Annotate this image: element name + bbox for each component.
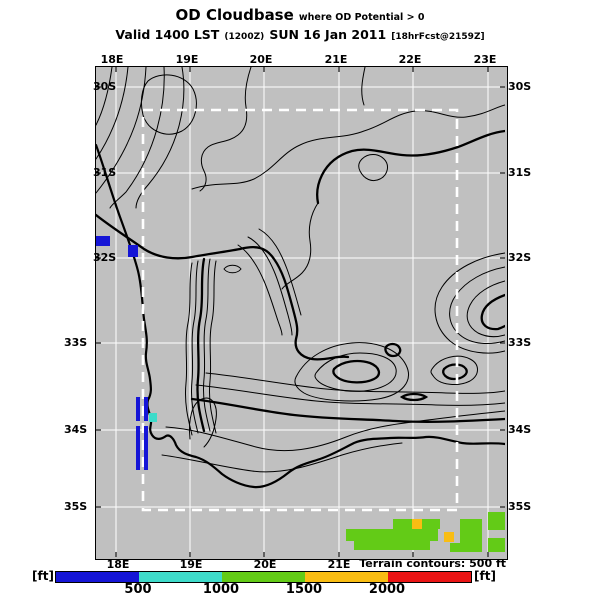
cloudbase-cell-green [460,519,482,552]
axis-label-left-30s: 30S [93,80,117,93]
colorbar-segment-orange [305,572,388,582]
cloudbase-cell-green [488,538,505,552]
colorbar-tick-2000: 2000 [368,582,406,597]
axis-label-right-33s: 33S [508,336,532,349]
axis-label-top-23e: 23E [473,53,497,66]
contour-lines-thin [96,67,505,473]
valid-time-row: Valid 1400 LST (1200Z) SUN 16 Jan 2011 [… [0,24,600,43]
frame-ticks [96,67,505,557]
cloudbase-cell-green [488,512,505,530]
map-panel [95,66,508,560]
axis-label-bottom-20e: 20E [253,558,277,571]
page-title: OD Cloudbase [175,6,294,24]
title-row: OD Cloudbase where OD Potential > 0 [0,5,600,24]
cloudbase-cells [96,236,505,552]
cloudbase-cell-blue [136,426,140,470]
axis-label-bottom-21e: 21E [327,558,351,571]
graticule-grid [96,67,505,557]
cloudbase-cell-blue [136,397,140,421]
cloudbase-cell-green [393,519,412,529]
axis-label-top-20e: 20E [249,53,273,66]
coastline [96,143,505,489]
axis-label-top-19e: 19E [175,53,199,66]
axis-label-top-18e: 18E [100,53,124,66]
cloudbase-cell-green [354,541,430,550]
forecast-info-label: [18hrFcst@2159Z] [391,32,485,42]
colorbar-segment-red [388,572,471,582]
colorbar-tick-1000: 1000 [202,582,240,597]
colorbar-border [55,571,472,583]
cloudbase-cell-blue [128,245,138,257]
cloudbase-cell-orange [412,519,422,529]
page-subtitle: where OD Potential > 0 [298,12,425,23]
axis-label-left-33s: 33S [64,336,88,349]
axis-label-left-32s: 32S [93,251,117,264]
cloudbase-cell-green [346,529,438,541]
axis-label-left-31s: 31S [93,166,117,179]
colorbar-unit-right: [ft] [474,569,496,583]
axis-label-right-31s: 31S [508,166,532,179]
cloudbase-cell-green [450,543,460,552]
axis-label-right-30s: 30S [508,80,532,93]
valid-date-label: SUN 16 Jan 2011 [269,27,387,42]
contour-lines-thick [96,129,505,433]
colorbar-unit-left: [ft] [32,569,54,583]
axis-label-top-21e: 21E [324,53,348,66]
cloudbase-cell-blue [144,397,148,421]
cloudbase-cell-green [422,519,440,529]
terrain-contour-map [96,67,505,557]
cloudbase-cell-cyan [149,413,157,422]
axis-label-left-34s: 34S [64,423,88,436]
axis-label-top-22e: 22E [398,53,422,66]
colorbar-tick-500: 500 [124,582,152,597]
axis-label-bottom-18e: 18E [106,558,130,571]
axis-label-bottom-19e: 19E [179,558,203,571]
axis-label-right-35s: 35S [508,500,532,513]
terrain-contours-note: Terrain contours: 500 ft [359,557,506,570]
axis-label-right-34s: 34S [508,423,532,436]
cloudbase-cell-blue [144,426,148,470]
colorbar-tick-1500: 1500 [285,582,323,597]
init-time-label: (1200Z) [224,32,265,42]
colorbar-segment-blue [56,572,139,582]
model-domain-boundary [141,108,459,512]
valid-time-label: Valid 1400 LST [115,27,220,42]
axis-label-left-35s: 35S [64,500,88,513]
colorbar-segment-cyan [139,572,222,582]
axis-label-right-32s: 32S [508,251,532,264]
cloudbase-cell-orange [444,532,454,542]
colorbar-segment-green [222,572,305,582]
colorbar [55,571,472,583]
cloudbase-cell-blue [96,236,110,246]
